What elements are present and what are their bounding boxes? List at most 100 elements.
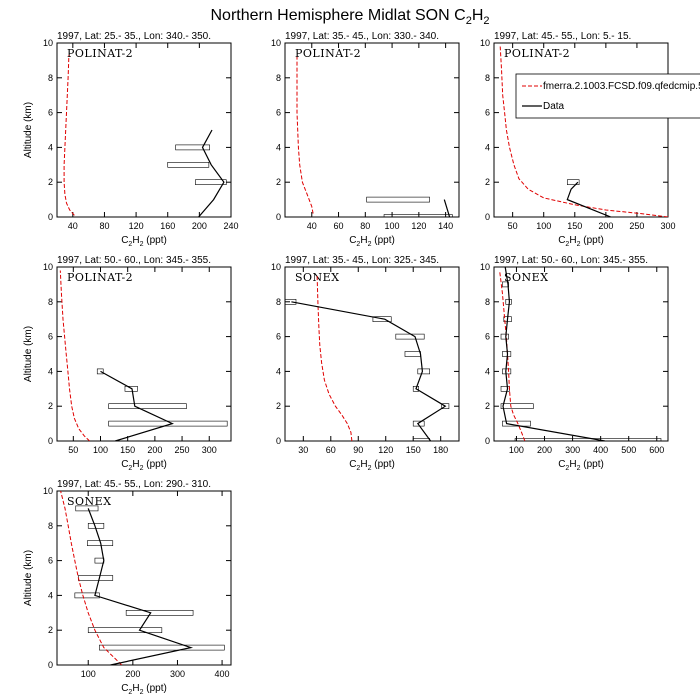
x-axis-label-part: (ppt) (371, 459, 394, 470)
y-tick-label: 6 (48, 556, 53, 566)
y-tick-label: 8 (276, 297, 281, 307)
x-axis-label-part: 2 (140, 465, 144, 472)
x-tick-label: 140 (438, 221, 453, 231)
legend-model-label: fmerra.2.1003.FCSD.f09.qfedcmip.56L (543, 81, 700, 92)
error-bar (74, 592, 100, 599)
y-tick-label: 8 (485, 73, 490, 83)
data-line (291, 301, 447, 441)
x-axis-label: C2H2 (ppt) (121, 459, 167, 472)
panel-1: 1997, Lat: 25.- 35., Lon: 340.- 350.40 80… (23, 31, 239, 248)
y-tick-label: 2 (485, 401, 490, 411)
x-axis-label-part: 2 (140, 241, 144, 248)
error-bar (99, 644, 225, 651)
data-line (198, 129, 225, 217)
panel-frame (284, 42, 460, 218)
error-bar (167, 162, 210, 168)
x-axis-label-part: H (360, 235, 367, 246)
panel-subtitle: 1997, Lat: 35.- 45., Lon: 325.- 345. (285, 255, 439, 266)
x-axis-label-part: C (558, 459, 565, 470)
x-axis-label-part: 2 (368, 465, 372, 472)
x-tick-label: 500 (621, 445, 636, 455)
x-axis-label-part: H (360, 459, 367, 470)
error-bar (505, 298, 512, 305)
panel-subtitle: 1997, Lat: 50.- 60., Lon: 345.- 355. (57, 255, 211, 266)
model-line (499, 270, 526, 441)
x-tick-label: 200 (537, 445, 552, 455)
panel-3: 1997, Lat: 45.- 55., Lon: 5.- 15.50 100 15… (480, 31, 676, 248)
x-axis-label-part: 2 (577, 241, 581, 248)
x-tick-label: 100 (93, 445, 108, 455)
error-bar (96, 368, 104, 375)
x-axis-label-part: 2 (128, 465, 132, 472)
legend-box (515, 73, 700, 119)
y-tick-label: 4 (48, 590, 53, 600)
error-bar (366, 196, 430, 203)
panel-data (59, 270, 228, 441)
y-tick-label: 2 (485, 177, 490, 187)
y-tick-label: 0 (48, 212, 53, 222)
panel-2: 1997, Lat: 35.- 45., Lon: 330.- 340.40 60… (271, 31, 460, 248)
campaign-label: SONEX (504, 271, 549, 284)
error-bar (500, 403, 534, 410)
error-bar (502, 351, 512, 357)
error-bar (78, 575, 114, 581)
x-axis-label-part: 2 (577, 465, 581, 472)
campaign-label: POLINAT-2 (504, 47, 570, 60)
panel-frame (493, 42, 669, 218)
model-line (59, 270, 90, 441)
y-tick-label: 10 (271, 38, 281, 48)
x-axis-label-part: 2 (356, 465, 360, 472)
model-line (63, 55, 75, 216)
x-axis-label-part: C (121, 683, 128, 694)
x-axis-label: C2H2 (ppt) (349, 459, 395, 472)
x-axis-label-part: (ppt) (580, 459, 603, 470)
error-bar (108, 403, 187, 410)
panel-data (63, 55, 227, 217)
campaign-label: POLINAT-2 (295, 47, 361, 60)
y-tick-label: 0 (485, 436, 490, 446)
y-tick-label: 6 (485, 332, 490, 342)
x-tick-label: 120 (411, 221, 426, 231)
y-tick-label: 6 (276, 332, 281, 342)
panel-data (499, 46, 668, 217)
error-bar (124, 385, 138, 392)
error-bar (412, 420, 425, 427)
error-bar (94, 557, 105, 564)
x-tick-label: 240 (223, 221, 238, 231)
y-tick-label: 2 (48, 625, 53, 635)
y-tick-label: 8 (48, 521, 53, 531)
x-tick-label: 50 (508, 221, 518, 231)
error-bar (383, 214, 453, 217)
panel-frame (56, 266, 232, 442)
y-tick-label: 2 (48, 177, 53, 187)
data-line (502, 267, 606, 441)
x-tick-label: 80 (99, 221, 109, 231)
x-tick-label: 160 (160, 221, 175, 231)
model-line (499, 46, 668, 217)
x-tick-label: 60 (326, 445, 336, 455)
y-tick-label: 6 (48, 108, 53, 118)
x-axis-label: C2H2 (ppt) (121, 683, 167, 696)
error-bar (404, 351, 421, 357)
x-axis-label: C2H2 (ppt) (558, 459, 604, 472)
x-axis-label-part: H (569, 459, 576, 470)
x-tick-label: 150 (406, 445, 421, 455)
y-tick-label: 0 (485, 212, 490, 222)
title-main: Northern Hemisphere Midlat SON C (210, 7, 465, 24)
panel-subtitle: 1997, Lat: 45.- 55., Lon: 5.- 15. (494, 31, 631, 42)
error-bar (441, 403, 450, 410)
error-bar (87, 627, 163, 634)
y-tick-label: 4 (48, 366, 53, 376)
panel-frame (56, 42, 232, 218)
data-line (443, 199, 451, 217)
y-tick-label: 4 (485, 142, 490, 152)
data-line (87, 508, 194, 665)
panel-frame (284, 266, 460, 442)
error-bar (502, 368, 512, 375)
y-tick-label: 10 (480, 38, 490, 48)
x-axis-label-part: (ppt) (143, 683, 166, 694)
x-axis-label-part: 2 (128, 241, 132, 248)
y-tick-label: 2 (48, 401, 53, 411)
data-line (100, 370, 174, 441)
